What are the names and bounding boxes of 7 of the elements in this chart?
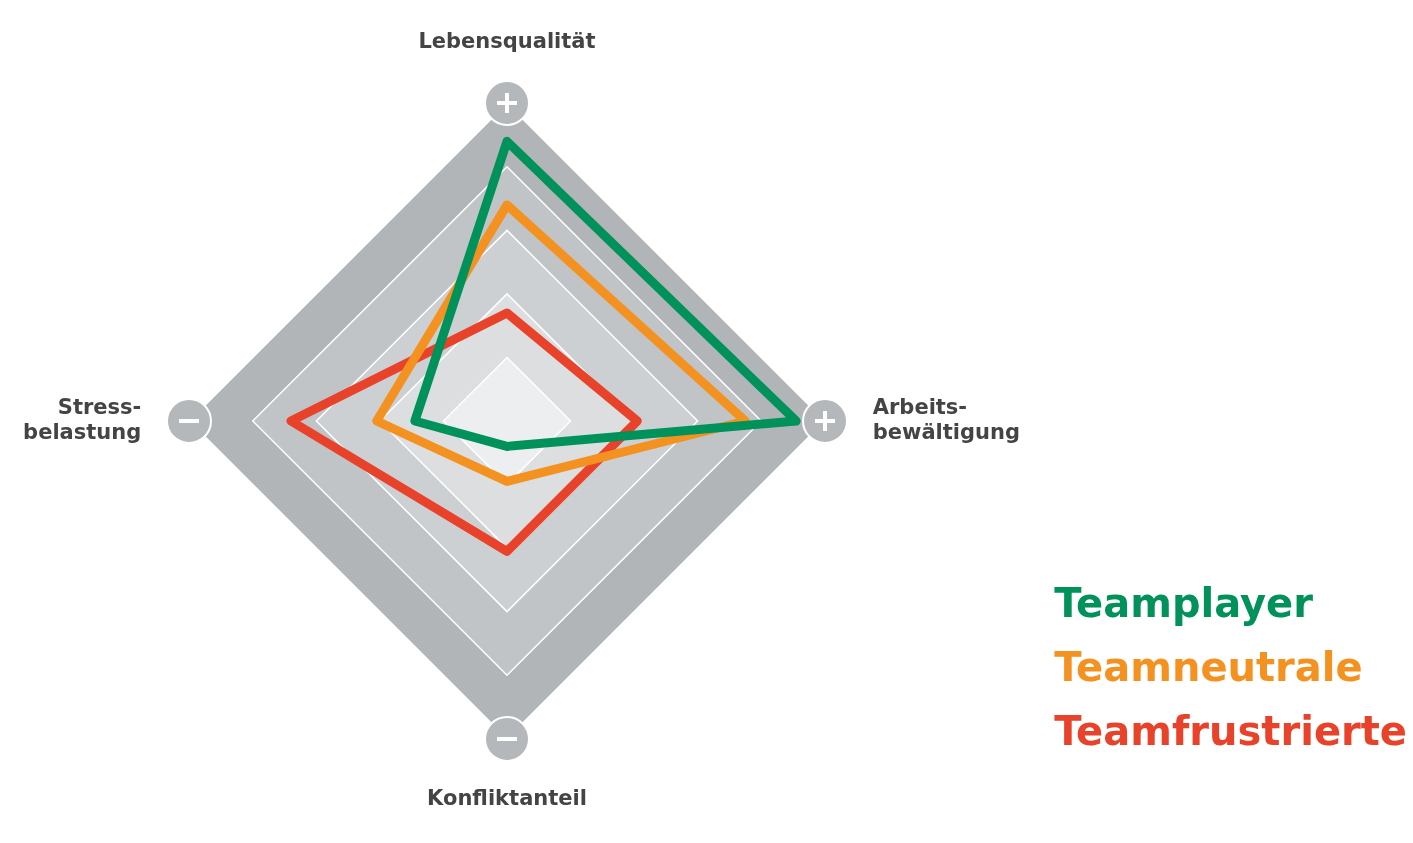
spoke-label: Stress- belastung — [23, 394, 142, 445]
spoke-label: Arbeits- bewältigung — [872, 394, 1020, 445]
spoke-label: Lebensqualität — [418, 29, 596, 54]
spoke-label: Konfliktanteil — [427, 785, 587, 810]
text: Teamfrustrierte — [1054, 707, 1407, 756]
text: Teamneutrale — [1054, 643, 1364, 692]
text: Teamplayer — [1054, 579, 1314, 628]
